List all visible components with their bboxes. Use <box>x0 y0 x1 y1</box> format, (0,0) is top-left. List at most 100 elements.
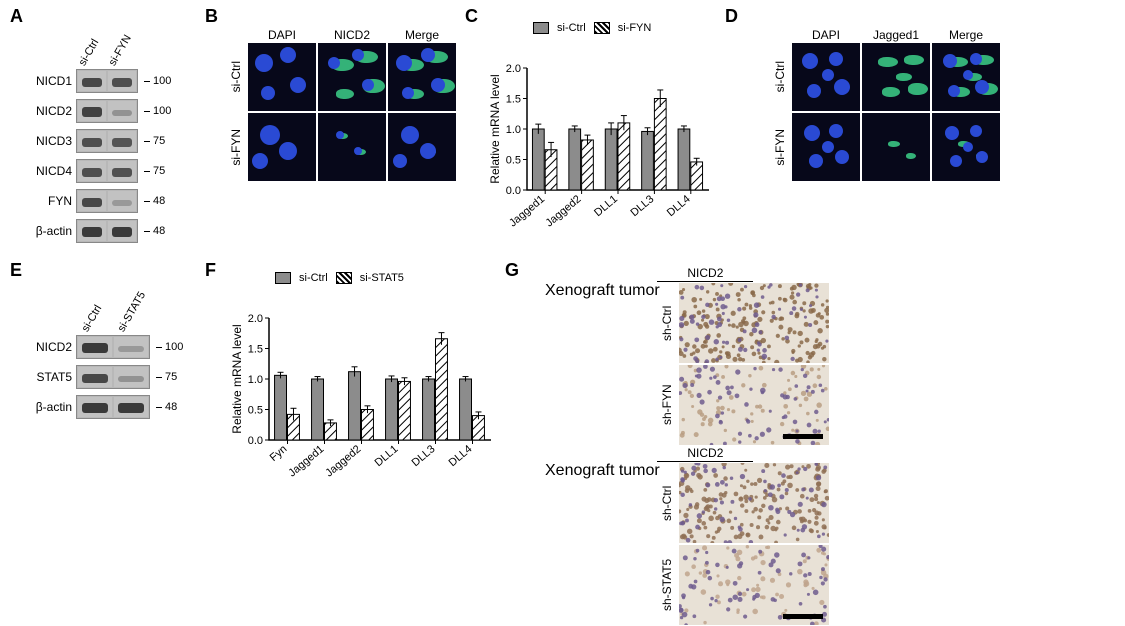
wb-mw-marker: 75 <box>150 371 177 383</box>
wb-header: si-Ctrlsi-STAT5 <box>20 302 183 334</box>
wb-protein-name: β-actin <box>20 224 76 238</box>
if-nucleus <box>970 53 982 65</box>
bar <box>678 129 690 190</box>
panel-a: A si-Ctrlsi-FYNNICD1100NICD2100NICD375NI… <box>10 6 205 254</box>
if-cyto-signal <box>888 141 900 147</box>
wb-lane <box>78 131 106 151</box>
ihc-head: NICD2 <box>581 446 830 462</box>
if-image-cell <box>388 43 456 111</box>
panel-a-western-blot: si-Ctrlsi-FYNNICD1100NICD2100NICD375NICD… <box>20 36 171 248</box>
wb-protein-name: FYN <box>20 194 76 208</box>
bar <box>349 372 361 440</box>
svg-text:0.5: 0.5 <box>506 155 521 167</box>
chart-legend: si-Ctrlsi-FYN <box>533 22 715 34</box>
wb-lanes <box>76 159 138 183</box>
wb-band <box>112 110 132 117</box>
panel-e: E si-Ctrlsi-STAT5NICD2100STAT575β-actin4… <box>10 260 205 490</box>
if-row-header: si-FYN <box>773 129 791 166</box>
bar <box>473 416 485 440</box>
if-nucleus <box>421 48 435 62</box>
if-nucleus <box>976 151 988 163</box>
bar <box>399 381 411 440</box>
panel-g-ihc: NICD2Xenograft tumorsh-Ctrlsh-FYNNICD2Xe… <box>545 266 1105 626</box>
panel-c-bar-chart: si-Ctrlsi-FYN0.00.51.01.52.0Relative mRN… <box>485 22 715 244</box>
if-cyto-signal <box>882 87 900 97</box>
wb-mw-marker: 48 <box>150 401 177 413</box>
if-nucleus <box>970 125 982 137</box>
bar <box>569 129 581 190</box>
bar <box>605 129 617 190</box>
ihc-rows: sh-Ctrlsh-FYN <box>660 282 830 446</box>
wb-lane <box>78 397 112 417</box>
row-2: E si-Ctrlsi-STAT5NICD2100STAT575β-actin4… <box>10 260 1115 490</box>
panel-a-label: A <box>10 6 23 27</box>
wb-lane <box>78 71 106 91</box>
wb-lane <box>78 161 106 181</box>
wb-band <box>112 78 132 87</box>
if-nucleus <box>802 53 818 69</box>
legend-swatch <box>336 272 352 284</box>
svg-text:2.0: 2.0 <box>506 63 521 75</box>
wb-lanes <box>76 69 138 93</box>
bar <box>654 99 666 191</box>
if-cyto-signal <box>336 89 354 99</box>
if-row: si-FYN <box>773 112 1001 182</box>
svg-text:1.0: 1.0 <box>506 124 521 136</box>
wb-lanes <box>76 365 150 389</box>
wb-band <box>112 200 132 206</box>
wb-lanes <box>76 129 138 153</box>
wb-mw-marker: 48 <box>138 225 165 237</box>
if-image-cell <box>318 113 386 181</box>
wb-mw-marker: 75 <box>138 165 165 177</box>
wb-lane <box>114 367 148 387</box>
wb-lane <box>114 337 148 357</box>
bar <box>386 379 398 440</box>
panel-f-bar-chart: si-Ctrlsi-STAT50.00.51.01.52.0Relative m… <box>227 272 497 494</box>
wb-lane <box>108 71 136 91</box>
svg-text:Relative mRNA level: Relative mRNA level <box>488 74 502 183</box>
if-column-headers: DAPIJagged1Merge <box>773 28 1001 42</box>
bar <box>275 375 287 440</box>
if-image-cell <box>932 43 1000 111</box>
wb-band <box>118 346 144 352</box>
wb-row: FYN48 <box>20 188 171 214</box>
if-nucleus <box>252 153 268 169</box>
if-nucleus <box>834 79 850 95</box>
if-nucleus <box>804 125 820 141</box>
chart-svg: 0.00.51.01.52.0Relative mRNA levelJagged… <box>485 34 715 244</box>
ihc-block: NICD2Xenograft tumorsh-Ctrlsh-STAT5 <box>545 446 830 626</box>
wb-row: NICD375 <box>20 128 171 154</box>
if-nucleus <box>396 55 412 71</box>
ihc-body: Xenograft tumorsh-Ctrlsh-FYN <box>545 282 830 446</box>
ihc-header: NICD2 <box>657 266 753 282</box>
chart-legend: si-Ctrlsi-STAT5 <box>275 272 497 284</box>
bar <box>362 410 374 441</box>
wb-lane <box>108 161 136 181</box>
if-nucleus <box>354 147 362 155</box>
wb-row: NICD1100 <box>20 68 171 94</box>
svg-text:DLL4: DLL4 <box>665 193 693 219</box>
legend-label: si-Ctrl <box>557 22 586 34</box>
if-nucleus <box>829 124 843 138</box>
ihc-row-label: sh-Ctrl <box>660 462 678 544</box>
if-image-cell <box>862 43 930 111</box>
svg-text:1.0: 1.0 <box>248 374 263 386</box>
ihc-y-label: Xenograft tumor <box>545 462 660 626</box>
panel-d: D DAPIJagged1Mergesi-Ctrlsi-FYN <box>725 6 1025 254</box>
if-row: si-Ctrl <box>229 42 457 112</box>
if-column-header: NICD2 <box>317 28 387 42</box>
wb-band <box>82 343 108 353</box>
legend-swatch <box>594 22 610 34</box>
svg-text:Jagged2: Jagged2 <box>543 193 583 229</box>
wb-lane-label: si-STAT5 <box>115 290 148 334</box>
bar <box>460 379 472 440</box>
wb-band <box>118 376 144 383</box>
wb-band <box>82 78 102 87</box>
if-nucleus <box>829 52 843 66</box>
ihc-rows: sh-Ctrlsh-STAT5 <box>660 462 830 626</box>
wb-row: NICD2100 <box>20 98 171 124</box>
if-nucleus <box>260 125 280 145</box>
legend-swatch <box>533 22 549 34</box>
wb-band <box>112 168 132 177</box>
if-nucleus <box>950 155 962 167</box>
